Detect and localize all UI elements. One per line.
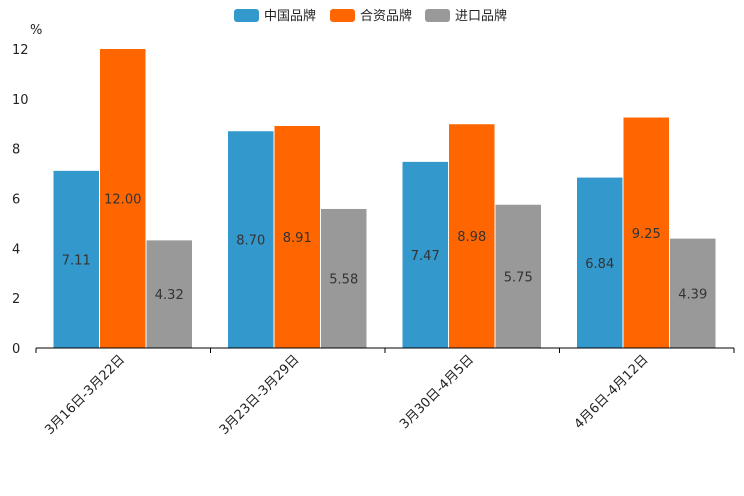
bar-value-label: 8.98 [457, 230, 486, 245]
bar [228, 131, 274, 348]
bar-value-label: 12.00 [104, 193, 141, 208]
legend-label: 中国品牌 [264, 8, 316, 24]
x-tick-label: 3月16日-3月22日 [42, 352, 128, 438]
bar [577, 177, 623, 348]
y-tick-label: 4 [12, 242, 20, 257]
bar-value-label: 4.39 [678, 287, 707, 302]
legend-item[interactable]: 中国品牌 [234, 8, 316, 24]
x-tick-label: 4月6日-4月12日 [572, 352, 652, 432]
bar [53, 170, 99, 348]
bar [449, 124, 495, 348]
bar [100, 49, 146, 348]
bar-value-label: 7.11 [62, 253, 91, 268]
bar [321, 208, 367, 348]
bar-value-label: 6.84 [585, 257, 614, 272]
x-axis: 3月16日-3月22日 3月23日-3月29日 3月30日-4月5日 4月6日-4月1… [35, 347, 735, 438]
bar-value-label: 5.58 [329, 272, 358, 287]
bar [670, 238, 716, 348]
y-tick-label: 0 [12, 342, 20, 357]
bar [274, 125, 320, 349]
y-tick-label: 10 [12, 93, 29, 108]
bar-value-label: 7.47 [411, 249, 440, 264]
bar-value-label: 9.25 [632, 227, 661, 242]
bar [146, 240, 192, 348]
bar-value-label: 8.91 [283, 231, 312, 246]
y-axis-unit-label: % [30, 23, 42, 38]
bar [623, 117, 669, 348]
y-tick-label: 12 [12, 43, 29, 58]
legend: 中国品牌 合资品牌 进口品牌 [234, 8, 507, 24]
y-axis: 0 2 4 6 8 10 12 [12, 43, 29, 357]
bar [402, 161, 448, 348]
bar-value-label: 5.75 [504, 270, 533, 285]
y-tick-label: 2 [12, 292, 20, 307]
x-tick-label: 3月30日-4月5日 [397, 352, 477, 432]
legend-item[interactable]: 进口品牌 [425, 8, 507, 24]
legend-swatch [330, 9, 355, 22]
bars: 7.11 12.00 4.32 8.70 8.91 5.58 7.47 8.98 5.75 6.8… [53, 49, 716, 349]
legend-label: 合资品牌 [360, 8, 412, 24]
legend-swatch [425, 9, 450, 22]
legend-item[interactable]: 合资品牌 [330, 8, 412, 24]
legend-swatch [234, 9, 259, 22]
bar-value-label: 4.32 [155, 288, 184, 303]
bar-value-label: 8.70 [236, 234, 265, 249]
x-tick-label: 3月23日-3月29日 [217, 352, 303, 438]
y-tick-label: 6 [12, 193, 20, 208]
y-tick-label: 8 [12, 143, 20, 158]
legend-label: 进口品牌 [455, 8, 507, 24]
bar [495, 204, 541, 348]
